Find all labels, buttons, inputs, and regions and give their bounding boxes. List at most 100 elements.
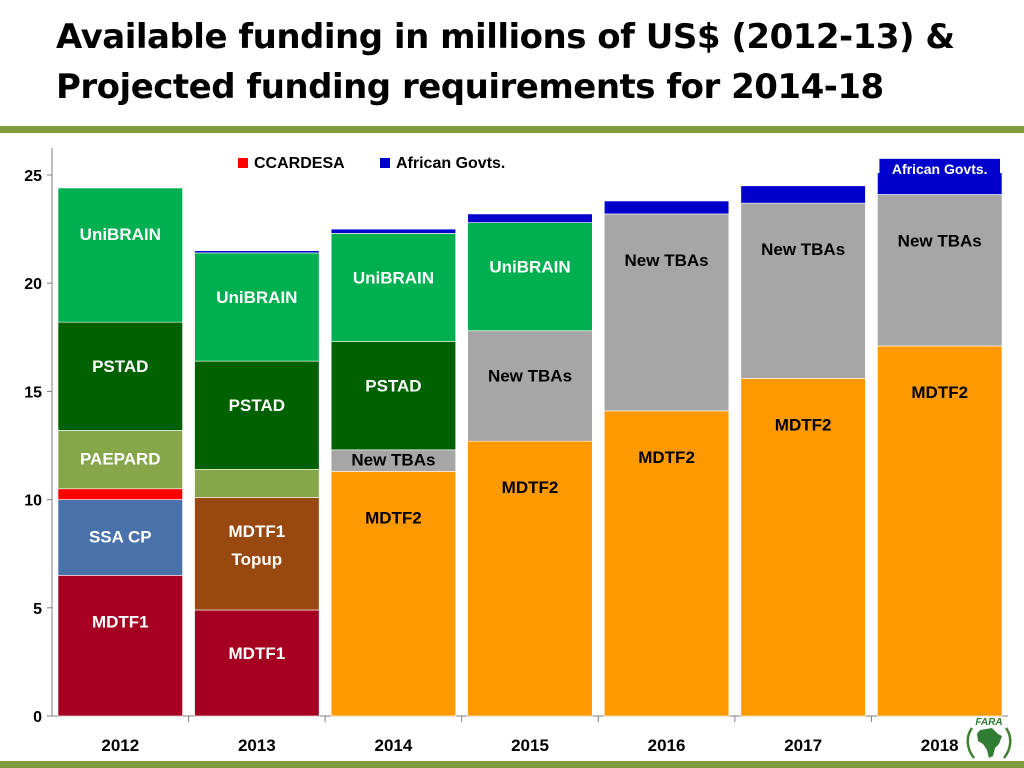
segment-label-mdtf2-2017: MDTF2: [775, 415, 832, 434]
segment-label-new-tbas-2018: New TBAs: [898, 231, 982, 250]
y-tick-label: 20: [24, 276, 42, 293]
logo-wreath-left: [966, 727, 976, 759]
segment-label-line: PSTAD: [92, 357, 148, 376]
logo-wreath-right: [1002, 727, 1012, 759]
bar-segment-mdtf1-2013: [194, 609, 320, 717]
segment-label-unibrain-2015: UniBRAIN: [489, 257, 570, 276]
y-tick-label: 25: [24, 168, 42, 185]
y-tick-label: 10: [24, 493, 42, 510]
x-tick-label: 2013: [238, 736, 276, 755]
bar-segment-pstad-2013: [194, 360, 320, 470]
segment-label-line: New TBAs: [351, 451, 435, 470]
segment-label-unibrain-2013: UniBRAIN: [216, 288, 297, 307]
segment-label-line: New TBAs: [898, 231, 982, 250]
segment-label-line: New TBAs: [488, 366, 572, 385]
bar-segment-mdtf1-topup-2013: [194, 497, 320, 611]
segment-label-unibrain-2014: UniBRAIN: [353, 268, 434, 287]
segment-label-line: MDTF2: [775, 415, 832, 434]
legend-label-ccardesa: CCARDESA: [254, 155, 345, 172]
bar-segment-unibrain-2013: [194, 252, 320, 362]
bar-segment-new-tbas-2018: [877, 194, 1003, 347]
bar-segment-ssa-cp-2012: [57, 499, 183, 576]
segment-label-new-tbas-2016: New TBAs: [625, 251, 709, 270]
logo-text: FARA: [975, 717, 1002, 728]
segment-label-new-tbas-2014: New TBAs: [351, 451, 435, 470]
segment-label-line: MDTF2: [365, 508, 422, 527]
title-line-1: Available funding in millions of US$ (20…: [56, 17, 955, 57]
page-title: Available funding in millions of US$ (20…: [56, 12, 996, 112]
bar-segment-african-govts-2014: [330, 228, 457, 234]
header-divider: [0, 126, 1024, 133]
segment-label-line: MDTF1: [229, 644, 286, 663]
x-tick-label: 2012: [101, 736, 139, 755]
segment-label-line: UniBRAIN: [489, 257, 570, 276]
bar-segment-african-govts-2013: [194, 250, 320, 254]
segment-label-line: MDTF2: [638, 448, 695, 467]
bar-segment-african-govts-2016: [603, 200, 730, 215]
bar-segment-mdtf1-2012: [57, 575, 183, 717]
africa-map-logo-icon: FARA: [966, 717, 1012, 759]
legend-swatch-ccardesa: [238, 158, 248, 168]
logo-africa-shape: [977, 728, 1002, 758]
segment-label-line: SSA CP: [89, 527, 152, 546]
segment-label-pstad-2012: PSTAD: [92, 357, 148, 376]
segment-label-mdtf2-2014: MDTF2: [365, 508, 422, 527]
x-tick-label: 2015: [511, 736, 549, 755]
footer-divider: [0, 761, 1024, 768]
segment-label-unibrain-2012: UniBRAIN: [80, 225, 161, 244]
bar-segment-new-tbas-2017: [740, 202, 866, 379]
legend-label-african-govts: African Govts.: [396, 155, 505, 172]
bar-segment-mdtf2-2015: [467, 440, 593, 717]
segment-label-mdtf2-2016: MDTF2: [638, 448, 695, 467]
legend-swatch-african-govts: [380, 158, 390, 168]
bar-segment-new-tbas-2015: [467, 330, 593, 442]
x-tick-label: 2014: [375, 736, 413, 755]
bar-segment-new-tbas-2016: [603, 213, 730, 412]
segment-label-line: UniBRAIN: [216, 288, 297, 307]
bar-segment-unibrain-2012: [57, 187, 183, 323]
y-tick-label: 0: [33, 709, 42, 726]
x-tick-label: 2016: [648, 736, 686, 755]
segment-label-mdtf2-2018: MDTF2: [911, 383, 968, 402]
segment-label-line: UniBRAIN: [353, 268, 434, 287]
segment-label-line: New TBAs: [625, 251, 709, 270]
bar-segment-ccardesa-2012: [57, 488, 183, 500]
bar-segment-unibrain-2014: [330, 233, 457, 342]
segment-label-mdtf1-topup-2013: MDTF1 Topup: [229, 522, 286, 569]
segment-label-line: PAEPARD: [80, 450, 161, 469]
bar-segment-mdtf2-2017: [740, 378, 866, 717]
segment-label-mdtf1-2012: MDTF1: [92, 612, 149, 631]
segment-label-african-govts-2018: African Govts.: [892, 161, 988, 177]
bar-segment-unibrain-2015: [467, 222, 593, 332]
segment-label-new-tbas-2017: New TBAs: [761, 240, 845, 259]
segment-label-ssa-cp-2012: SSA CP: [89, 527, 152, 546]
bar-segment-mdtf2-2016: [603, 410, 730, 717]
segment-label-line: New TBAs: [761, 240, 845, 259]
segment-label-line: Topup: [232, 550, 283, 569]
bar-segment-paepard-2013: [194, 469, 320, 498]
bar-segment-paepard-2012: [57, 430, 183, 490]
y-tick-label: 5: [33, 601, 42, 618]
y-tick-label: 15: [24, 384, 42, 401]
segment-label-line: MDTF1: [229, 522, 286, 541]
x-tick-label: 2018: [921, 736, 959, 755]
segment-label-new-tbas-2015: New TBAs: [488, 366, 572, 385]
segment-label-mdtf2-2015: MDTF2: [502, 478, 559, 497]
bar-segment-pstad-2014: [330, 341, 457, 451]
bar-segment-mdtf2-2014: [330, 471, 457, 717]
title-line-2: Projected funding requirements for 2014-…: [56, 67, 884, 107]
segment-label-line: PSTAD: [365, 376, 421, 395]
segment-label-mdtf1-2013: MDTF1: [229, 644, 286, 663]
segment-label-paepard-2012: PAEPARD: [80, 450, 161, 469]
segment-label-line: UniBRAIN: [80, 225, 161, 244]
bar-segment-pstad-2012: [57, 321, 183, 431]
segment-label-pstad-2013: PSTAD: [229, 396, 285, 415]
bar-segment-african-govts-2015: [467, 213, 593, 223]
x-tick-label: 2017: [784, 736, 822, 755]
segment-label-line: PSTAD: [229, 396, 285, 415]
bar-segment-african-govts-2017: [740, 185, 866, 204]
segment-label-line: MDTF2: [502, 478, 559, 497]
segment-label-line: MDTF2: [911, 383, 968, 402]
bar-segment-mdtf2-2018: [877, 345, 1003, 717]
